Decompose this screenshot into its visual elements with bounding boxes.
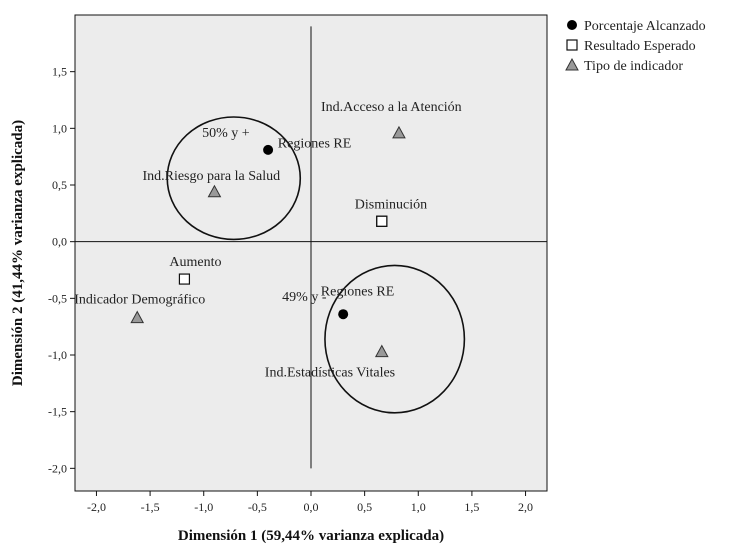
point-label: 50% y + bbox=[202, 126, 250, 141]
legend-marker bbox=[565, 57, 579, 71]
legend: Porcentaje Alcanzado Resultado Esperado Ti… bbox=[565, 19, 706, 74]
x-tick-label: 0,0 bbox=[304, 500, 319, 514]
point-triangle bbox=[392, 125, 406, 139]
point-labels: 50% y +49% y -Regiones REDisminuciónAume… bbox=[74, 100, 461, 381]
x-tick-label: -1,0 bbox=[194, 500, 213, 514]
x-tick-label: 1,0 bbox=[411, 500, 426, 514]
point-triangle bbox=[207, 184, 222, 198]
reference-lines bbox=[75, 26, 547, 469]
x-axis-title: Dimensión 1 (59,44% varianza explicada) bbox=[178, 528, 444, 544]
y-tick-label: -0,5 bbox=[48, 291, 67, 305]
y-axis-ticks: 1,5 1,0 0,5 0,0 -0,5 -1,0 -1,5 -2,0 bbox=[48, 65, 75, 475]
point-filled-circle bbox=[338, 309, 349, 320]
point-triangle bbox=[374, 344, 389, 358]
legend-marker bbox=[566, 39, 578, 51]
point-label: Disminución bbox=[355, 197, 427, 212]
y-tick-label: -1,5 bbox=[48, 405, 67, 419]
point-label: Ind.Riesgo para la Salud bbox=[142, 169, 280, 184]
point-label: Aumento bbox=[169, 255, 221, 270]
point-label: Regiones RE bbox=[321, 284, 395, 299]
point-label: Indicador Demográfico bbox=[74, 293, 205, 308]
point-label: Ind.Acceso a la Atención bbox=[321, 100, 462, 115]
data-points bbox=[130, 125, 406, 358]
x-tick-label: -1,5 bbox=[141, 500, 160, 514]
point-label: Regiones RE bbox=[278, 136, 352, 151]
y-tick-label: 1,5 bbox=[52, 65, 67, 79]
point-open-square bbox=[178, 273, 191, 285]
x-tick-label: -2,0 bbox=[87, 500, 106, 514]
x-tick-label: 0,5 bbox=[357, 500, 372, 514]
x-axis-ticks: -2,0 -1,5 -1,0 -0,5 0,0 0,5 1,0 1,5 2,0 bbox=[87, 491, 533, 514]
cluster-ellipse-2 bbox=[324, 264, 466, 414]
cluster-ellipse-1 bbox=[166, 116, 302, 241]
y-tick-label: 0,0 bbox=[52, 235, 67, 249]
point-label: Ind.Estadísticas Vitales bbox=[265, 366, 395, 381]
point-triangle bbox=[130, 310, 145, 324]
point-label: 49% y - bbox=[282, 290, 327, 305]
y-tick-label: 1,0 bbox=[52, 121, 67, 135]
point-open-square bbox=[376, 215, 388, 227]
legend-label: Tipo de indicador bbox=[584, 59, 683, 74]
legend-label: Porcentaje Alcanzado bbox=[584, 19, 706, 34]
y-tick-label: 0,5 bbox=[52, 178, 67, 192]
y-tick-label: -1,0 bbox=[48, 348, 67, 362]
x-tick-label: 2,0 bbox=[518, 500, 533, 514]
point-filled-circle bbox=[263, 144, 274, 155]
x-tick-label: -0,5 bbox=[248, 500, 267, 514]
cluster-ellipses bbox=[166, 116, 466, 414]
legend-label: Resultado Esperado bbox=[584, 39, 696, 54]
y-axis-title: Dimensión 2 (41,44% varianza explicada) bbox=[10, 120, 26, 386]
y-tick-label: -2,0 bbox=[48, 461, 67, 475]
legend-marker bbox=[567, 20, 577, 30]
x-tick-label: 1,5 bbox=[464, 500, 479, 514]
